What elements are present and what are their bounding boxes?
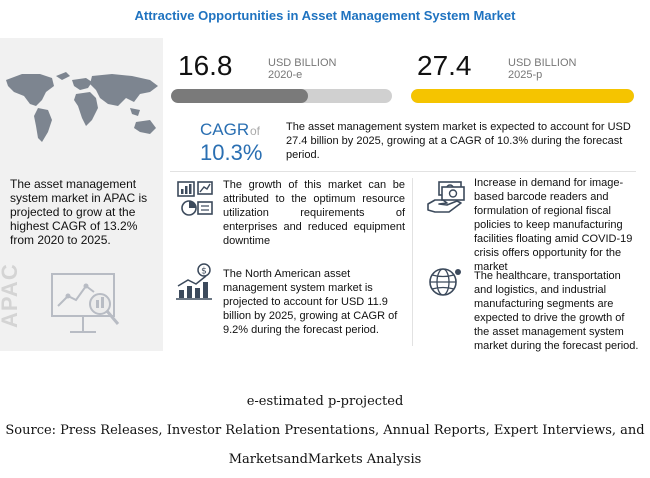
apac-panel: The asset management system market in AP…	[0, 38, 163, 351]
dollar-bar-chart-icon: $	[176, 263, 212, 300]
insight-segments: The healthcare, transportation and logis…	[474, 270, 639, 352]
stat-2025-year: 2025-p	[508, 69, 543, 81]
page-title: Attractive Opportunities in Asset Manage…	[134, 8, 516, 23]
stat-2025-value: 27.4	[417, 50, 472, 81]
globe-icon	[429, 268, 461, 296]
stat-2020-year: 2020-e	[268, 69, 303, 81]
stat-2025-bar-fill	[411, 89, 634, 103]
apac-description: The asset management system market in AP…	[10, 177, 148, 247]
footer-source-line-1: Source: Press Releases, Investor Relatio…	[5, 423, 645, 438]
stat-2020-bar	[171, 89, 392, 103]
stat-2025-bar	[411, 89, 634, 103]
world-map-icon	[6, 72, 158, 142]
apac-vertical-label: APAC	[0, 263, 22, 328]
insight-barcode-demand: Increase in demand for image-based barco…	[474, 177, 633, 273]
cagr-of-label: of	[250, 124, 261, 138]
analytics-magnifier-icon	[51, 273, 120, 333]
insight-north-america: The North American asset management syst…	[223, 268, 398, 336]
growth-chart-icon	[177, 181, 213, 216]
footer-legend: e-estimated p-projected	[246, 394, 404, 409]
cagr-description: The asset management system market is ex…	[286, 121, 631, 161]
divider-horizontal	[170, 171, 636, 172]
divider-vertical	[412, 178, 413, 346]
svg-text:$: $	[201, 267, 207, 277]
stat-2025-unit: USD BILLION	[508, 57, 577, 69]
stat-2020-bar-fill	[171, 89, 309, 103]
stat-2020-value: 16.8	[178, 50, 233, 81]
footer-source-line-2: MarketsandMarkets Analysis	[228, 452, 422, 467]
cagr-label: CAGR	[200, 120, 250, 139]
cagr-value: 10.3%	[200, 140, 263, 165]
insight-growth-drivers: The growth of this market can be attribu…	[223, 179, 405, 247]
stat-2020-unit: USD BILLION	[268, 57, 337, 69]
hand-money-icon	[427, 181, 465, 213]
